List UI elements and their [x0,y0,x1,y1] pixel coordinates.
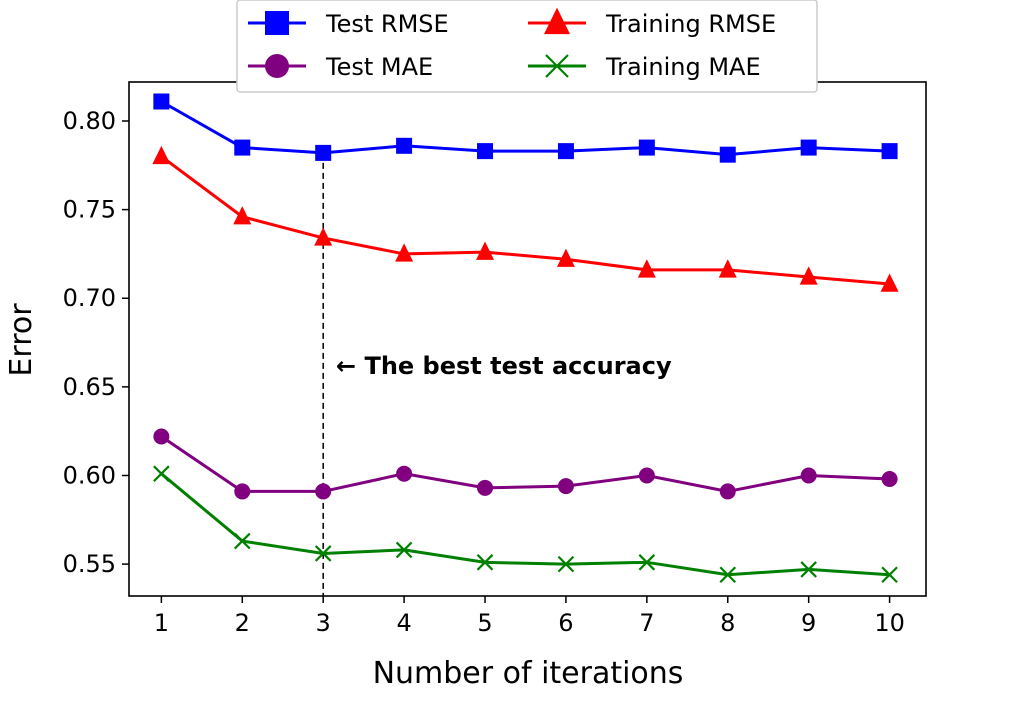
data-point-training-mae-8 [719,566,737,584]
data-point-test-rmse-10 [881,143,898,160]
data-point-training-rmse-8 [718,259,737,278]
data-point-training-rmse-10 [880,273,899,292]
data-point-test-rmse-5 [477,143,494,160]
plot-area-frame [128,81,927,597]
y-tick-label-0.55: 0.55 [63,550,116,578]
data-point-training-mae-10 [881,566,898,584]
legend-marker-training-rmse [544,7,570,35]
data-point-test-rmse-1 [153,93,170,110]
x-tick-label-3: 3 [316,609,331,637]
data-point-training-mae-6 [557,555,575,573]
data-point-training-mae-9 [800,561,817,578]
data-point-training-mae-7 [638,554,656,571]
legend-frame [236,0,818,93]
y-tick-label-0.80: 0.80 [63,107,116,135]
legend-marker-test-mae [265,54,289,78]
data-point-test-mae-9 [800,467,817,484]
legend-label-test-mae: Test MAE [325,53,433,81]
data-point-training-rmse-1 [152,145,171,165]
best-accuracy-annotation: ← The best test accuracy [336,352,672,380]
data-point-training-rmse-4 [395,243,414,262]
data-point-test-rmse-9 [800,139,817,156]
x-tick-label-1: 1 [154,609,169,637]
data-point-test-mae-5 [477,479,494,496]
data-point-test-rmse-7 [638,139,655,156]
x-axis-label: Number of iterations [373,656,684,691]
data-point-test-mae-2 [234,483,251,500]
legend-label-test-rmse: Test RMSE [325,10,449,38]
x-tick-label-10: 10 [874,609,905,637]
data-point-test-mae-7 [638,467,655,484]
legend-marker-test-rmse [265,11,289,35]
data-point-test-mae-6 [557,478,574,495]
series-line-training-mae [160,472,890,577]
data-point-test-rmse-8 [719,146,736,163]
series-line-test-rmse [160,100,890,157]
series-line-training-rmse [160,155,890,286]
data-point-test-mae-4 [396,465,413,482]
data-point-training-rmse-3 [314,227,333,246]
data-point-test-mae-10 [881,471,898,488]
data-point-training-rmse-2 [233,206,252,225]
x-tick-label-8: 8 [720,609,735,637]
legend-marker-training-mae [545,54,569,78]
x-tick-label-7: 7 [639,609,654,637]
data-point-test-rmse-6 [557,143,574,160]
data-point-test-mae-3 [315,483,332,500]
series-line-test-mae [160,435,890,493]
x-tick-label-2: 2 [235,609,250,637]
data-point-test-rmse-3 [315,144,332,161]
legend: Test RMSE Training RMSE Test MAE Training M… [236,0,818,93]
y-tick-label-0.75: 0.75 [63,196,116,224]
y-tick-label-0.60: 0.60 [63,461,116,489]
y-tick-label-0.70: 0.70 [63,284,116,312]
data-point-training-rmse-9 [799,266,818,285]
data-point-training-mae-3 [314,545,332,562]
data-point-training-rmse-7 [637,259,656,278]
data-point-test-rmse-4 [396,137,413,154]
legend-label-training-mae: Training MAE [605,53,761,81]
data-point-training-mae-2 [234,532,251,550]
x-tick-label-4: 4 [396,609,411,637]
data-point-test-mae-1 [153,428,170,445]
x-tick-label-9: 9 [801,609,816,637]
x-tick-label-5: 5 [477,609,492,637]
y-axis-label: Error [4,303,39,377]
data-point-training-mae-5 [476,554,494,571]
data-point-training-mae-1 [153,465,170,482]
data-point-training-rmse-6 [556,248,575,267]
data-point-test-mae-8 [719,483,736,500]
data-point-training-rmse-5 [476,241,495,260]
y-tick-label-0.65: 0.65 [63,373,116,401]
legend-label-training-rmse: Training RMSE [605,10,776,38]
x-tick-label-6: 6 [558,609,573,637]
data-point-training-mae-4 [395,541,413,559]
data-point-test-rmse-2 [234,139,251,156]
